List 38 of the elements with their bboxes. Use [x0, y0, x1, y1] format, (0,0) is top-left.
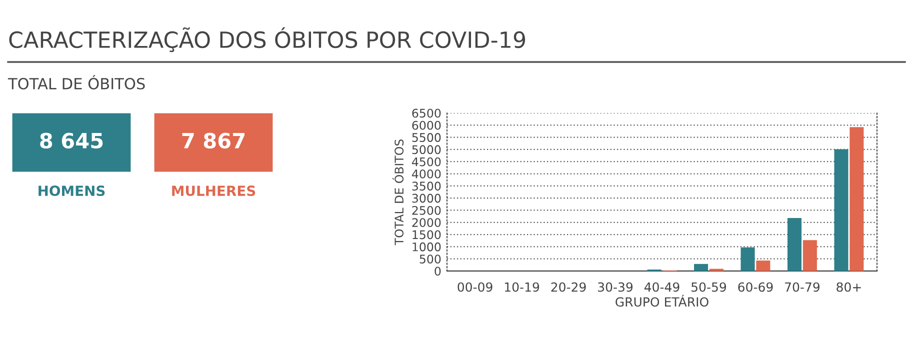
- x-axis-title: GRUPO ETÁRIO: [616, 294, 708, 307]
- x-tick-label: 50-59: [692, 282, 726, 292]
- bar: [834, 149, 848, 271]
- category-label: MULHERES: [172, 186, 256, 196]
- x-tick-label: 70-79: [785, 282, 820, 292]
- y-tick-label: 4000: [412, 169, 441, 178]
- x-tick-label: 60-69: [738, 282, 773, 292]
- bar: [694, 264, 708, 271]
- y-tick-label: 1000: [412, 242, 441, 252]
- y-tick-label: 4500: [412, 157, 441, 166]
- category-label: HOMENS: [38, 186, 105, 196]
- text: 8 645: [40, 132, 103, 149]
- bar: [802, 240, 817, 271]
- x-tick-label: 80+: [836, 282, 861, 292]
- bar: [756, 260, 770, 271]
- bar: [850, 127, 864, 271]
- text: TOTAL DE ÓBITOS: [8, 75, 145, 90]
- y-tick-label: 5000: [412, 145, 441, 154]
- y-tick-label: 6500: [412, 108, 441, 118]
- y-tick-label: 500: [420, 254, 441, 264]
- y-tick-label: 6000: [412, 120, 441, 130]
- text: CARACTERIZAÇÃO DOS ÓBITOS POR COVID-19: [9, 27, 526, 52]
- y-tick-label: 2000: [412, 218, 441, 228]
- x-tick-label: 00-09: [458, 282, 492, 292]
- x-tick-label: 10-19: [504, 282, 540, 292]
- x-tick-label: 40-49: [644, 282, 680, 292]
- text: 7 867: [182, 132, 244, 149]
- bar: [787, 218, 802, 271]
- x-tick-label: 20-29: [551, 282, 586, 292]
- x-tick-label: 30-39: [598, 282, 633, 292]
- y-tick-label: 2500: [412, 206, 441, 215]
- y-tick-label: 0: [434, 266, 441, 276]
- y-tick-label: 3000: [412, 194, 441, 203]
- y-tick-label: 3500: [412, 182, 441, 191]
- y-tick-label: 5500: [412, 133, 441, 142]
- y-axis-title: TOTAL DE ÓBITOS: [392, 139, 404, 246]
- y-tick-label: 1500: [412, 230, 441, 240]
- bar: [740, 247, 755, 271]
